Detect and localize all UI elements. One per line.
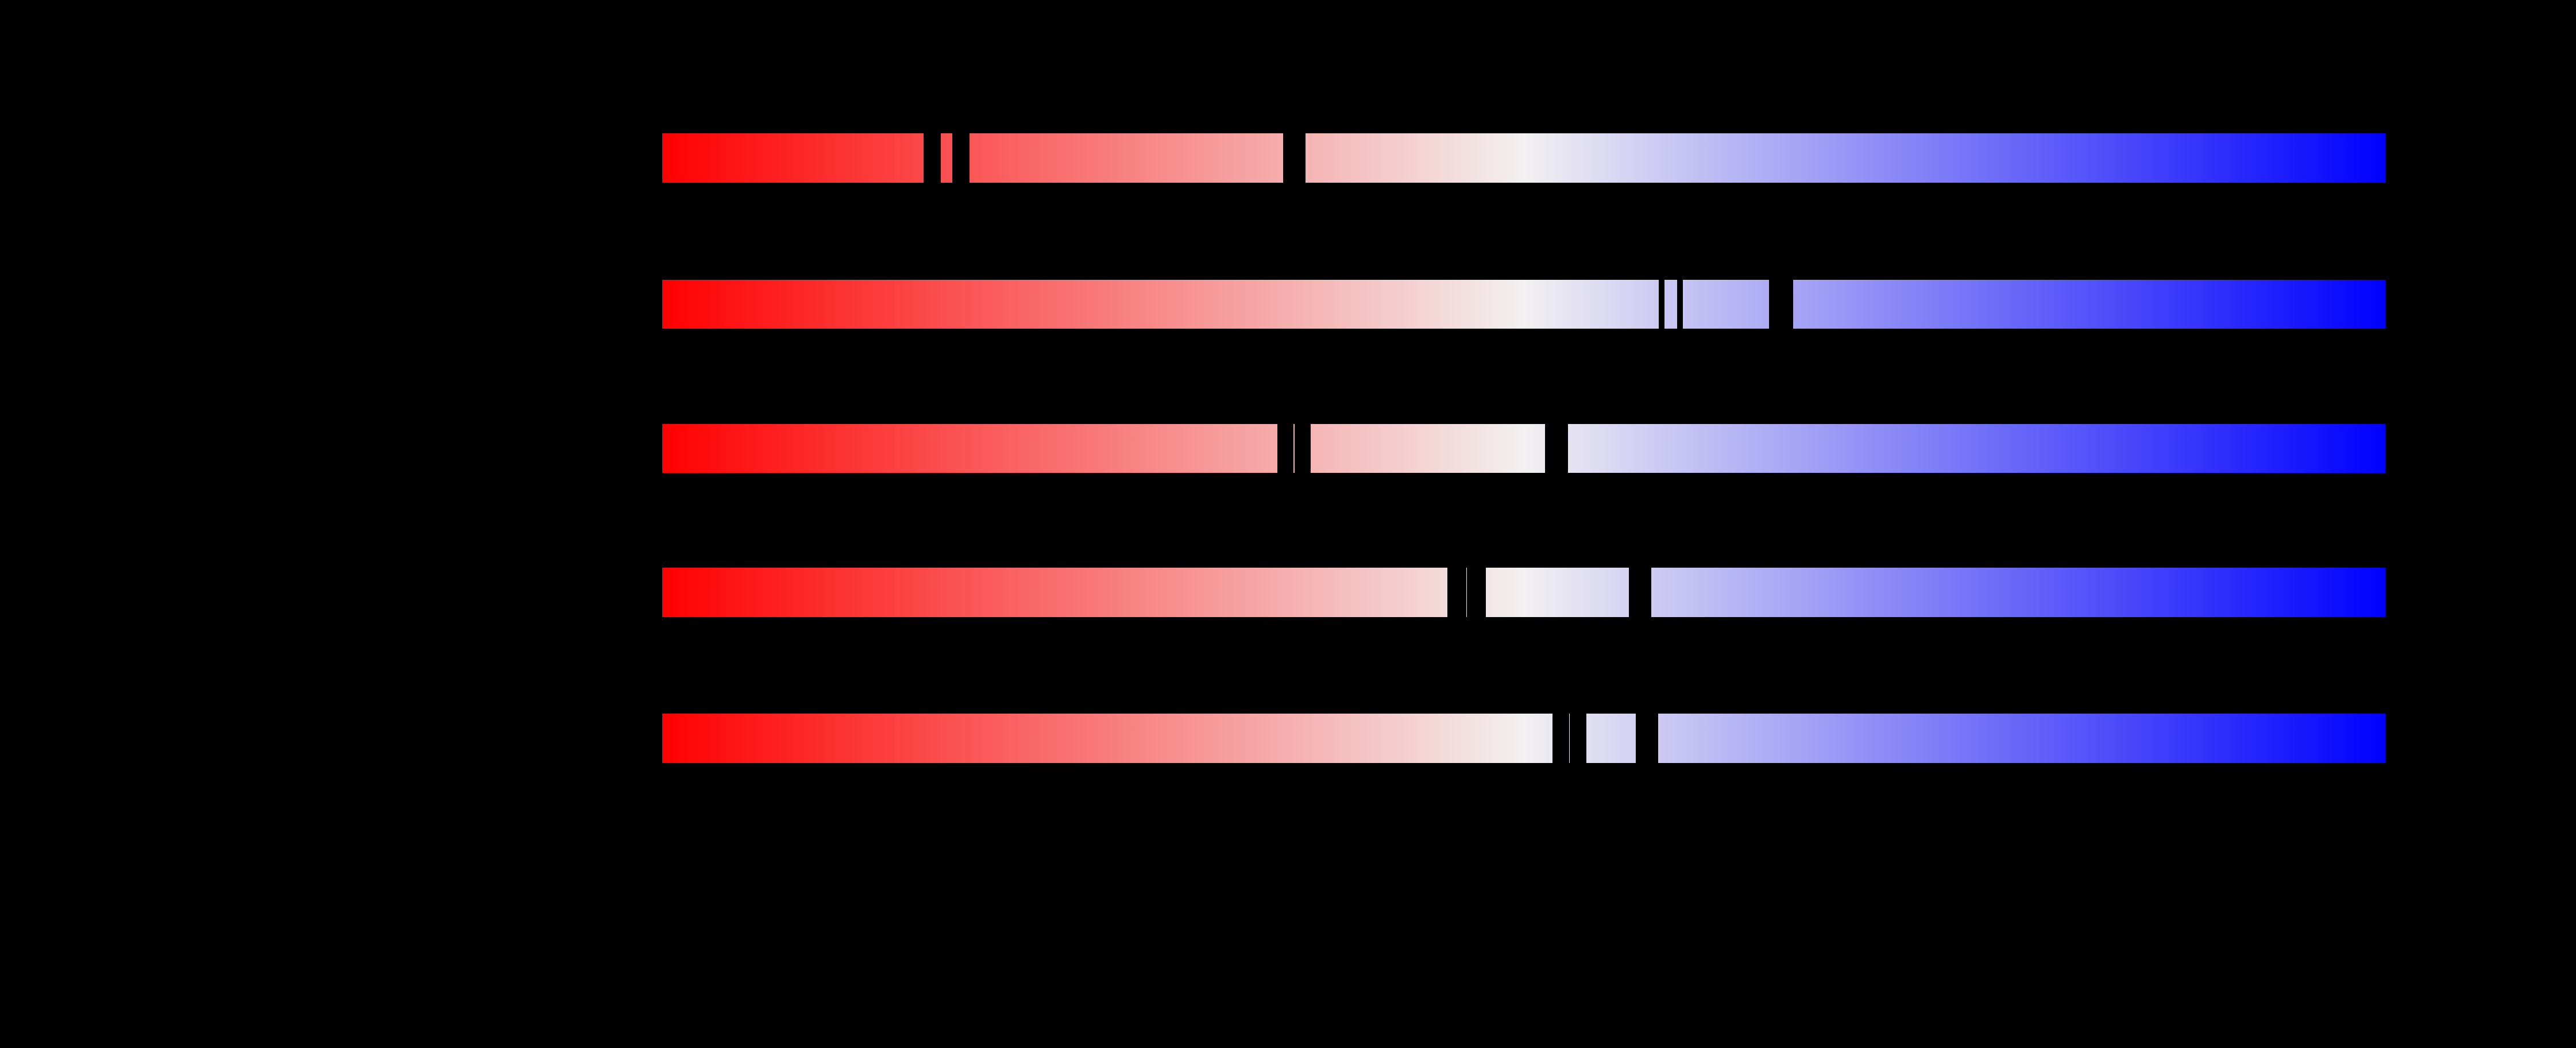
colorbar-segment bbox=[969, 133, 1283, 183]
colorbar-segment bbox=[1682, 280, 1769, 329]
colorbar-row bbox=[662, 280, 2385, 329]
colorbar-segment bbox=[1569, 714, 1570, 763]
colorbar-segment bbox=[1651, 568, 2385, 617]
colorbar-row bbox=[662, 424, 2385, 473]
colorbar-segment bbox=[1486, 568, 1629, 617]
colorbar-segment bbox=[662, 714, 1553, 763]
colorbar-row bbox=[662, 568, 2385, 617]
colorbar-segment bbox=[1586, 714, 1636, 763]
colorbar-segment bbox=[1466, 568, 1467, 617]
colorbar-segment bbox=[662, 568, 1448, 617]
colorbar-segment bbox=[662, 280, 1659, 329]
colorbar-segment bbox=[662, 424, 1277, 473]
colorbar-segment bbox=[941, 133, 952, 183]
colorbar-row bbox=[662, 714, 2385, 763]
colorbar-segment bbox=[1568, 424, 2385, 473]
colorbar-segment bbox=[1664, 280, 1677, 329]
colorbar-segment bbox=[1293, 424, 1295, 473]
colorbar-segment bbox=[1305, 133, 2385, 183]
colorbar-segment bbox=[1658, 714, 2385, 763]
colorbar-row bbox=[662, 133, 2385, 183]
colorbar-segment bbox=[662, 133, 924, 183]
colorbar-segment bbox=[1310, 424, 1545, 473]
colorbar-segment bbox=[1793, 280, 2385, 329]
